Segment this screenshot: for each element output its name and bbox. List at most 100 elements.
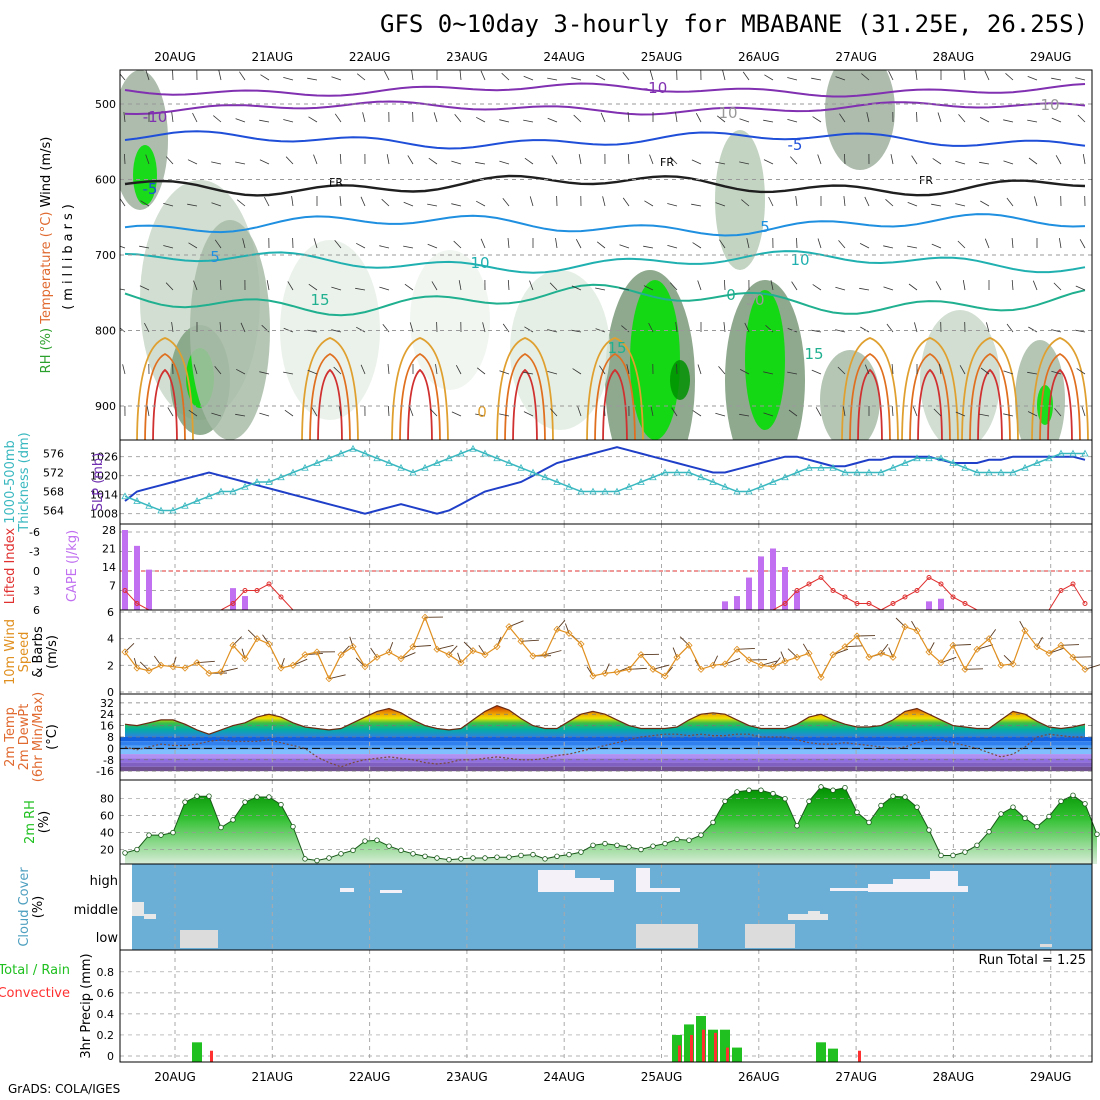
rh-point: [158, 832, 164, 838]
wind-speed-point: [493, 643, 501, 651]
rh-point: [974, 842, 980, 848]
thickness-point: [949, 459, 957, 466]
rh-point: [170, 829, 176, 836]
wind-speed-point: [409, 643, 417, 651]
wind-barb: [812, 284, 822, 291]
wind-barb: [980, 200, 990, 207]
cape-tick-label: 21: [102, 543, 116, 556]
thickness-point: [961, 463, 969, 471]
wind-speed-point: [589, 672, 597, 680]
warm-contour: [496, 337, 554, 440]
cloud-middle-block: [788, 914, 828, 920]
date-label-bottom: 22AUG: [349, 1070, 391, 1084]
precip-total-bar: [684, 1024, 694, 1062]
wind-barb: [235, 413, 246, 417]
wind-barb: [259, 412, 270, 417]
warm-contour: [857, 368, 883, 440]
wind-barb: [331, 76, 342, 81]
wind-barb: [409, 406, 414, 417]
thickness-point: [757, 482, 765, 490]
wind-barb: [984, 70, 990, 81]
wind-barb: [547, 371, 558, 375]
wind-speed-point: [205, 669, 213, 677]
thickness-point: [793, 468, 801, 476]
temp-ylabel: 2m DewPt: [17, 704, 32, 771]
wind-speed-point: [913, 627, 921, 635]
warm-contour: [917, 368, 943, 440]
wind-barb-10m: [1036, 636, 1043, 647]
cloud-high-block: [830, 888, 870, 891]
wind-barb: [284, 409, 294, 417]
wind-barb: [214, 239, 222, 249]
rh-point: [734, 789, 740, 795]
temp-cold-band: [120, 766, 1092, 772]
precip-total-bar: [816, 1042, 826, 1062]
wind-barb: [1011, 279, 1014, 291]
thickness-ylabel-text: Thickness (dm): [17, 432, 32, 532]
wind-speed-point: [541, 651, 549, 659]
rh-shading: [190, 220, 270, 440]
wind-ylabel-text: 10m Wind: [3, 619, 18, 685]
wind-speed-point: [805, 649, 813, 657]
rh-point: [650, 843, 656, 849]
wind-speed-point: [997, 661, 1005, 669]
wind-barb: [291, 196, 294, 207]
wind-barb: [1006, 323, 1014, 333]
cloud-level-label: high: [90, 874, 118, 889]
slp-tick-label: 1020: [90, 470, 118, 483]
rh-point: [686, 837, 692, 843]
wind-barb: [739, 118, 750, 123]
date-label-bottom: 26AUG: [738, 1070, 780, 1084]
wind-barb: [1075, 77, 1086, 81]
wind-barb: [931, 203, 942, 207]
wind-barb: [172, 70, 174, 81]
wind-barb: [763, 119, 774, 123]
rh-point: [950, 852, 956, 859]
wind-barb: [770, 280, 774, 291]
thickness-point: [241, 482, 249, 490]
rh-point: [398, 847, 404, 854]
wind-speed-point: [553, 625, 561, 633]
wind-barb: [715, 412, 726, 417]
date-label-bottom: 23AUG: [446, 1070, 488, 1084]
wind-barb: [523, 119, 534, 123]
rh-point: [614, 842, 620, 848]
precip-conv-bar: [858, 1050, 861, 1062]
temp-tick-label: 16: [100, 720, 114, 733]
wind-barb: [1006, 197, 1014, 207]
thickness-point: [385, 459, 393, 466]
wind-barb: [667, 203, 678, 207]
thickness-point: [589, 487, 597, 495]
cape-tick-label: 7: [109, 580, 116, 593]
warm-contour: [309, 352, 351, 440]
contour-label: 15: [310, 291, 329, 309]
wind-barb: [451, 411, 462, 417]
thickness-point: [613, 487, 621, 495]
wind-barb: [932, 158, 942, 165]
wind-barb-10m: [672, 647, 678, 658]
wind-barb: [763, 371, 774, 375]
date-label-top: 22AUG: [349, 50, 391, 64]
wind-speed-point: [229, 641, 237, 649]
wind-barb: [188, 242, 198, 249]
thickness-point: [409, 468, 417, 476]
thickness-ylabel: 1000-500mb: [3, 440, 18, 524]
wind-barb: [146, 406, 150, 417]
slp-tick-label: 1026: [90, 451, 118, 464]
lifted-index-point: [950, 594, 956, 600]
rh-ylabel: (%): [37, 811, 52, 834]
wind-speed-point: [181, 664, 189, 672]
temp-ylabel-text: (6hr Min/Max): [31, 692, 46, 782]
date-label-bottom: 28AUG: [933, 1070, 975, 1084]
wind-barb: [211, 412, 222, 417]
wind-barb: [307, 329, 318, 333]
wind-speed-point: [649, 665, 657, 673]
li-tick-label: 6: [33, 604, 40, 617]
li-ylabel: Lifted Index: [3, 527, 18, 604]
rh-point: [206, 793, 212, 799]
rh-shading: [280, 240, 380, 420]
wind-barb: [669, 156, 678, 165]
wind-speed-point: [937, 659, 945, 667]
wind-speed-point: [1009, 660, 1017, 668]
wind-barb: [1028, 326, 1038, 333]
